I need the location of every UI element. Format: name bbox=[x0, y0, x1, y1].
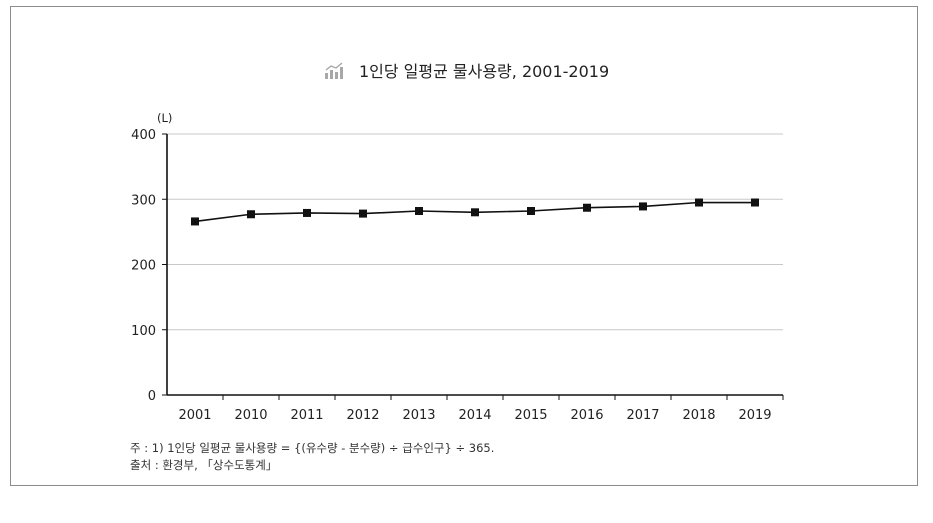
y-tick-label: 200 bbox=[131, 259, 156, 274]
y-unit-label: (L) bbox=[157, 111, 172, 125]
chart-frame bbox=[10, 6, 918, 486]
data-point bbox=[359, 209, 367, 218]
data-point bbox=[415, 206, 423, 215]
bar-chart-icon bbox=[324, 62, 346, 84]
chart-source: 출처 : 환경부, 「상수도통계」 bbox=[130, 458, 278, 472]
x-tick-label: 2016 bbox=[570, 408, 603, 423]
data-point bbox=[751, 198, 759, 207]
y-tick-label: 0 bbox=[148, 389, 156, 404]
chart-title-row: 1인당 일평균 물사용량, 2001-2019 bbox=[0, 58, 933, 84]
y-tick-label: 400 bbox=[131, 128, 156, 143]
chart-footnote: 주 : 1) 1인당 일평균 물사용량 = {(유수량 - 분수량) ÷ 급수인… bbox=[130, 441, 495, 455]
x-tick-label: 2013 bbox=[402, 408, 435, 423]
x-tick-label: 2011 bbox=[290, 408, 323, 423]
data-point bbox=[527, 206, 535, 215]
x-tick-label: 2014 bbox=[458, 408, 491, 423]
data-point bbox=[639, 202, 647, 211]
x-tick-label: 2001 bbox=[178, 408, 211, 423]
chart-title: 1인당 일평균 물사용량, 2001-2019 bbox=[358, 62, 610, 81]
data-point bbox=[247, 210, 255, 219]
data-point bbox=[303, 208, 311, 217]
x-tick-label: 2010 bbox=[234, 408, 267, 423]
x-tick-label: 2017 bbox=[626, 408, 659, 423]
y-tick-label: 300 bbox=[131, 193, 156, 208]
data-point bbox=[471, 208, 479, 217]
data-point bbox=[695, 198, 703, 207]
data-point bbox=[191, 217, 199, 226]
x-tick-label: 2018 bbox=[682, 408, 715, 423]
x-tick-label: 2015 bbox=[514, 408, 547, 423]
y-tick-label: 100 bbox=[131, 324, 156, 339]
x-tick-label: 2019 bbox=[738, 408, 771, 423]
data-point bbox=[583, 203, 591, 212]
x-tick-label: 2012 bbox=[346, 408, 379, 423]
